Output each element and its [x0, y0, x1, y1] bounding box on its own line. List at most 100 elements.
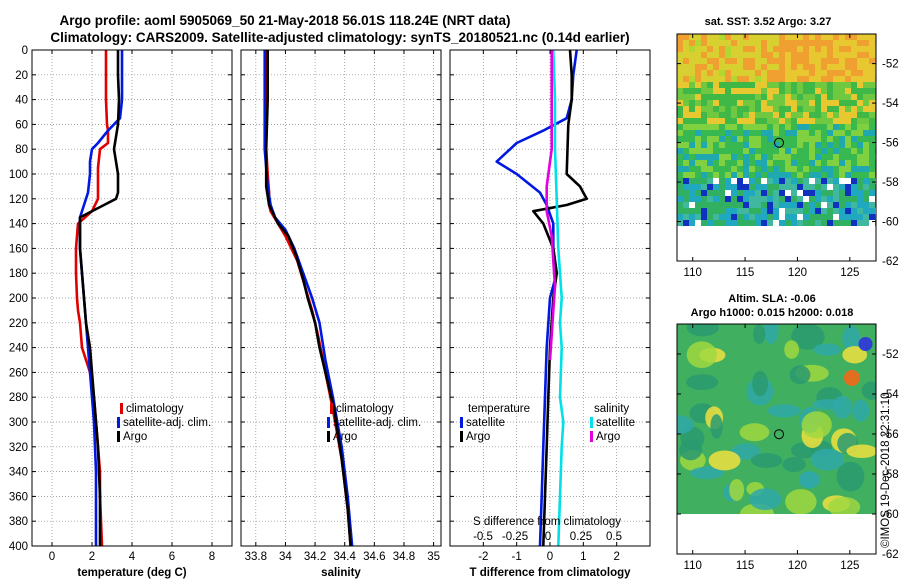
- sst-cell: [791, 112, 797, 118]
- sst-cell: [863, 46, 869, 52]
- sst-cell: [827, 190, 833, 196]
- sst-cell: [809, 100, 815, 106]
- sst-cell: [713, 112, 719, 118]
- sst-cell: [767, 166, 773, 172]
- sst-cell: [857, 124, 863, 130]
- sst-cell: [689, 136, 695, 142]
- sst-cell: [809, 106, 815, 112]
- sst-cell: [851, 88, 857, 94]
- sst-cell: [749, 100, 755, 106]
- sst-cell: [755, 34, 761, 40]
- sst-cell: [833, 172, 839, 178]
- sst-cell: [701, 124, 707, 130]
- sst-cell: [719, 34, 725, 40]
- sst-cell: [731, 76, 737, 82]
- sst-cell: [725, 196, 731, 202]
- sst-cell: [803, 106, 809, 112]
- sst-cell: [821, 40, 827, 46]
- sst-cell: [785, 202, 791, 208]
- title-line-2: Climatology: CARS2009. Satellite-adjuste…: [50, 30, 629, 45]
- sst-cell: [791, 100, 797, 106]
- sla-anomaly: [751, 453, 783, 468]
- sst-cell: [809, 112, 815, 118]
- sst-cell: [821, 82, 827, 88]
- sst-cell: [815, 214, 821, 220]
- sst-cell: [839, 172, 845, 178]
- sst-cell: [761, 142, 767, 148]
- sst-cell: [857, 52, 863, 58]
- sst-cell: [851, 202, 857, 208]
- sst-cell: [683, 124, 689, 130]
- sst-cell: [791, 136, 797, 142]
- sst-cell: [719, 178, 725, 184]
- sla-anomaly: [753, 324, 766, 345]
- sst-cell: [839, 178, 845, 184]
- sst-cell: [779, 40, 785, 46]
- no-data-region: [677, 227, 876, 261]
- sst-cell: [737, 52, 743, 58]
- sst-cell: [821, 184, 827, 190]
- sst-cell: [719, 46, 725, 52]
- sla-anomaly: [813, 343, 841, 356]
- imos-credit: ©IMOS 19-Dec-2018 22:31:10: [880, 392, 892, 548]
- sst-cell: [731, 40, 737, 46]
- sst-cell: [791, 70, 797, 76]
- sst-cell: [821, 100, 827, 106]
- sst-cell: [797, 208, 803, 214]
- sst-cell: [719, 160, 725, 166]
- sst-cell: [845, 202, 851, 208]
- sst-cell: [791, 184, 797, 190]
- sst-cell: [737, 88, 743, 94]
- sst-cell: [761, 70, 767, 76]
- sst-cell: [833, 142, 839, 148]
- sst-cell: [713, 178, 719, 184]
- y-tick-label: -58: [882, 469, 899, 481]
- sst-cell: [689, 196, 695, 202]
- sst-cell: [851, 154, 857, 160]
- sst-cell: [839, 184, 845, 190]
- sst-cell: [863, 112, 869, 118]
- sst-cell: [683, 88, 689, 94]
- sst-cell: [743, 112, 749, 118]
- sst-cell: [773, 220, 779, 226]
- sst-cell: [845, 100, 851, 106]
- sst-cell: [821, 220, 827, 226]
- sst-cell: [749, 124, 755, 130]
- sst-cell: [755, 52, 761, 58]
- sst-cell: [791, 46, 797, 52]
- sst-cell: [869, 124, 875, 130]
- sst-cell: [803, 190, 809, 196]
- sst-cell: [749, 208, 755, 214]
- sst-cell: [701, 88, 707, 94]
- sst-cell: [713, 58, 719, 64]
- sst-cell: [815, 148, 821, 154]
- sst-cell: [821, 58, 827, 64]
- sst-cell: [677, 190, 683, 196]
- sst-cell: [743, 166, 749, 172]
- sst-cell: [821, 148, 827, 154]
- sst-cell: [677, 76, 683, 82]
- x-axis-label: T difference from climatology: [469, 567, 631, 579]
- sst-cell: [821, 34, 827, 40]
- sst-cell: [815, 178, 821, 184]
- sst-cell: [803, 172, 809, 178]
- sst-cell: [815, 220, 821, 226]
- sst-cell: [725, 166, 731, 172]
- sst-cell: [827, 148, 833, 154]
- sst-cell: [749, 196, 755, 202]
- sst-cell: [707, 154, 713, 160]
- legend-swatch-argo: [327, 431, 330, 442]
- sst-cell: [791, 130, 797, 136]
- sst-cell: [791, 214, 797, 220]
- sst-cell: [725, 214, 731, 220]
- legend-temperature-title: temperature: [468, 403, 530, 415]
- x-tick-label: 34.2: [304, 551, 326, 563]
- sst-cell: [689, 124, 695, 130]
- sst-cell: [815, 196, 821, 202]
- sst-cell: [749, 130, 755, 136]
- sst-cell: [743, 208, 749, 214]
- sst-cell: [827, 112, 833, 118]
- sst-cell: [797, 220, 803, 226]
- sst-cell: [863, 118, 869, 124]
